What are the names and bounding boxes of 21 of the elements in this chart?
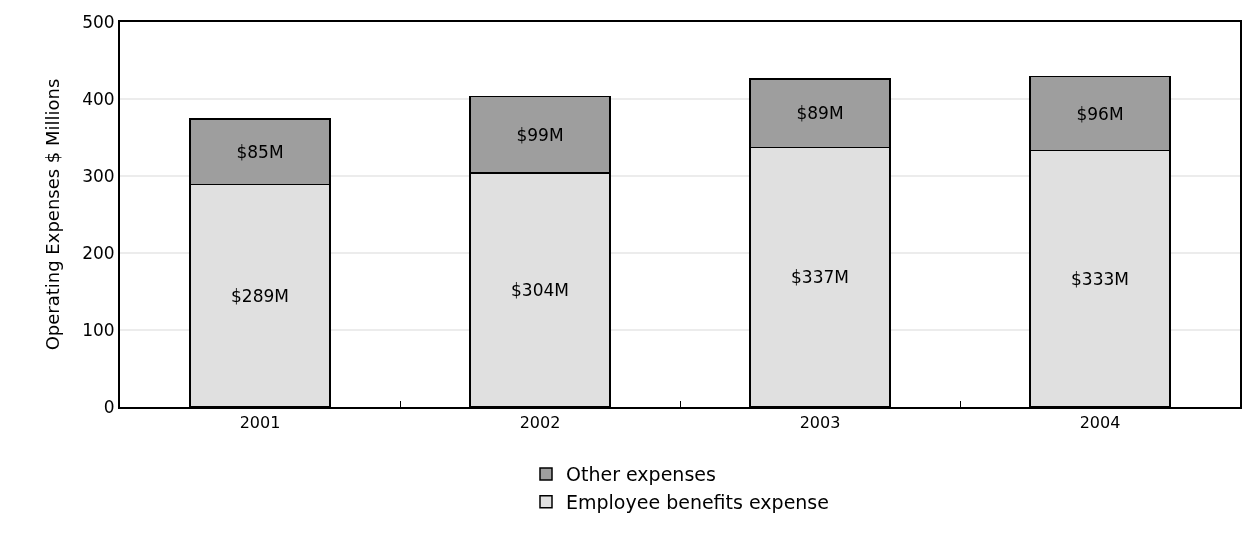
x-tick-label: 2001 — [239, 413, 281, 433]
data-label: $96M — [1076, 103, 1124, 124]
legend-label: Other expenses — [566, 463, 716, 486]
y-tick-label: 200 — [82, 242, 115, 263]
legend-label: Employee benefits expense — [566, 491, 829, 514]
x-tick-label: 2002 — [519, 413, 561, 433]
data-label: $99M — [516, 124, 564, 145]
y-axis-title: Operating Expenses $ Millions — [41, 78, 63, 351]
y-tick-label: 0 — [103, 396, 115, 417]
data-label: $333M — [1071, 268, 1129, 289]
y-tick-label: 100 — [82, 319, 115, 340]
y-tick-label: 400 — [82, 88, 115, 109]
data-label: $85M — [236, 141, 284, 162]
data-label: $289M — [231, 285, 289, 306]
y-tick-label: 500 — [82, 11, 115, 32]
x-tick-label: 2004 — [1079, 413, 1121, 433]
y-tick-label: 300 — [82, 165, 115, 186]
data-label: $337M — [791, 267, 849, 288]
data-label: $89M — [796, 103, 844, 124]
data-label: $304M — [511, 279, 569, 300]
x-tick-label: 2003 — [799, 413, 841, 433]
